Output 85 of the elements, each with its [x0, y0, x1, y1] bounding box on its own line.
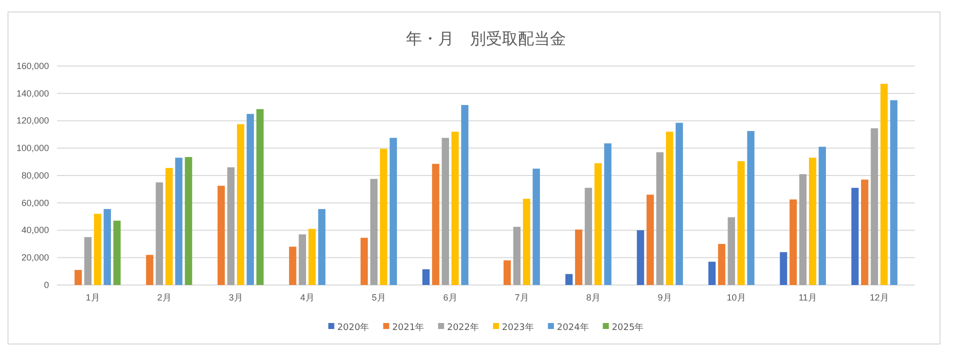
y-tick-label: 100,000	[16, 143, 49, 154]
bar	[146, 254, 154, 285]
bar	[708, 262, 716, 285]
bar	[636, 230, 644, 285]
bar	[747, 131, 754, 285]
legend-label: 2022年	[447, 322, 479, 333]
legend-label: 2025年	[612, 322, 644, 333]
bar	[74, 270, 82, 285]
y-tick-label: 40,000	[21, 225, 49, 236]
y-tick-label: 20,000	[21, 252, 49, 263]
bar	[165, 168, 173, 285]
bar	[513, 226, 521, 285]
bar	[94, 214, 102, 285]
bar	[718, 244, 726, 285]
bar	[870, 128, 878, 285]
bar	[218, 186, 225, 285]
legend-label: 2024年	[556, 322, 589, 333]
bar	[646, 194, 654, 285]
bar	[451, 132, 459, 285]
bar	[818, 146, 826, 285]
bar	[442, 138, 450, 285]
bar	[156, 182, 164, 285]
bar	[737, 161, 745, 285]
bar	[604, 143, 612, 285]
bar	[308, 228, 316, 285]
bar	[799, 174, 807, 285]
bar	[227, 167, 235, 285]
bar	[594, 163, 602, 285]
bar	[565, 274, 573, 285]
x-tick-label: 8月	[586, 292, 600, 302]
bar	[256, 109, 264, 285]
y-tick-label: 120,000	[16, 116, 49, 126]
bar	[84, 237, 92, 285]
bar	[246, 114, 254, 285]
bar	[113, 220, 121, 285]
legend-label: 2020年	[337, 322, 370, 333]
y-tick-label: 0	[44, 280, 49, 290]
x-tick-label: 1月	[86, 292, 100, 302]
bar	[422, 269, 430, 285]
bar	[380, 148, 388, 285]
bar	[236, 124, 244, 285]
x-tick-label: 12月	[870, 292, 889, 302]
bar	[861, 180, 868, 285]
x-tick-label: 3月	[228, 292, 243, 302]
bar	[298, 234, 306, 285]
bar	[289, 246, 296, 285]
legend-label: 2021年	[392, 322, 424, 333]
bar	[676, 122, 683, 285]
bar	[851, 188, 859, 285]
bar	[432, 164, 440, 285]
y-tick-label: 140,000	[16, 88, 49, 98]
legend-label: 2023年	[502, 322, 534, 333]
bar	[575, 230, 582, 285]
bar	[808, 158, 816, 285]
bar	[584, 188, 592, 285]
bar	[318, 209, 326, 285]
bar	[656, 152, 664, 285]
chart-title: 年・月 別受取配当金	[406, 29, 566, 48]
bar	[780, 252, 788, 285]
bar	[790, 199, 797, 285]
bar	[370, 178, 378, 285]
x-tick-label: 5月	[372, 292, 386, 302]
x-tick-label: 11月	[798, 292, 817, 302]
bar	[461, 105, 468, 285]
bar	[360, 238, 368, 285]
x-tick-label: 10月	[726, 292, 746, 302]
bar	[728, 217, 736, 285]
x-tick-label: 9月	[658, 292, 672, 302]
y-tick-label: 160,000	[16, 60, 49, 71]
bar	[522, 198, 530, 285]
bar	[880, 84, 888, 285]
x-tick-label: 7月	[514, 292, 529, 302]
bar	[666, 132, 674, 285]
bar	[532, 168, 540, 285]
bar	[175, 158, 182, 285]
bar	[504, 260, 511, 285]
bar	[184, 157, 192, 285]
x-tick-label: 6月	[443, 292, 458, 302]
bar	[390, 138, 397, 285]
y-tick-label: 60,000	[21, 198, 49, 208]
x-tick-label: 4月	[300, 292, 314, 302]
bar	[890, 100, 898, 285]
bar	[104, 209, 111, 285]
y-tick-label: 80,000	[21, 170, 49, 180]
x-tick-label: 2月	[157, 292, 172, 302]
